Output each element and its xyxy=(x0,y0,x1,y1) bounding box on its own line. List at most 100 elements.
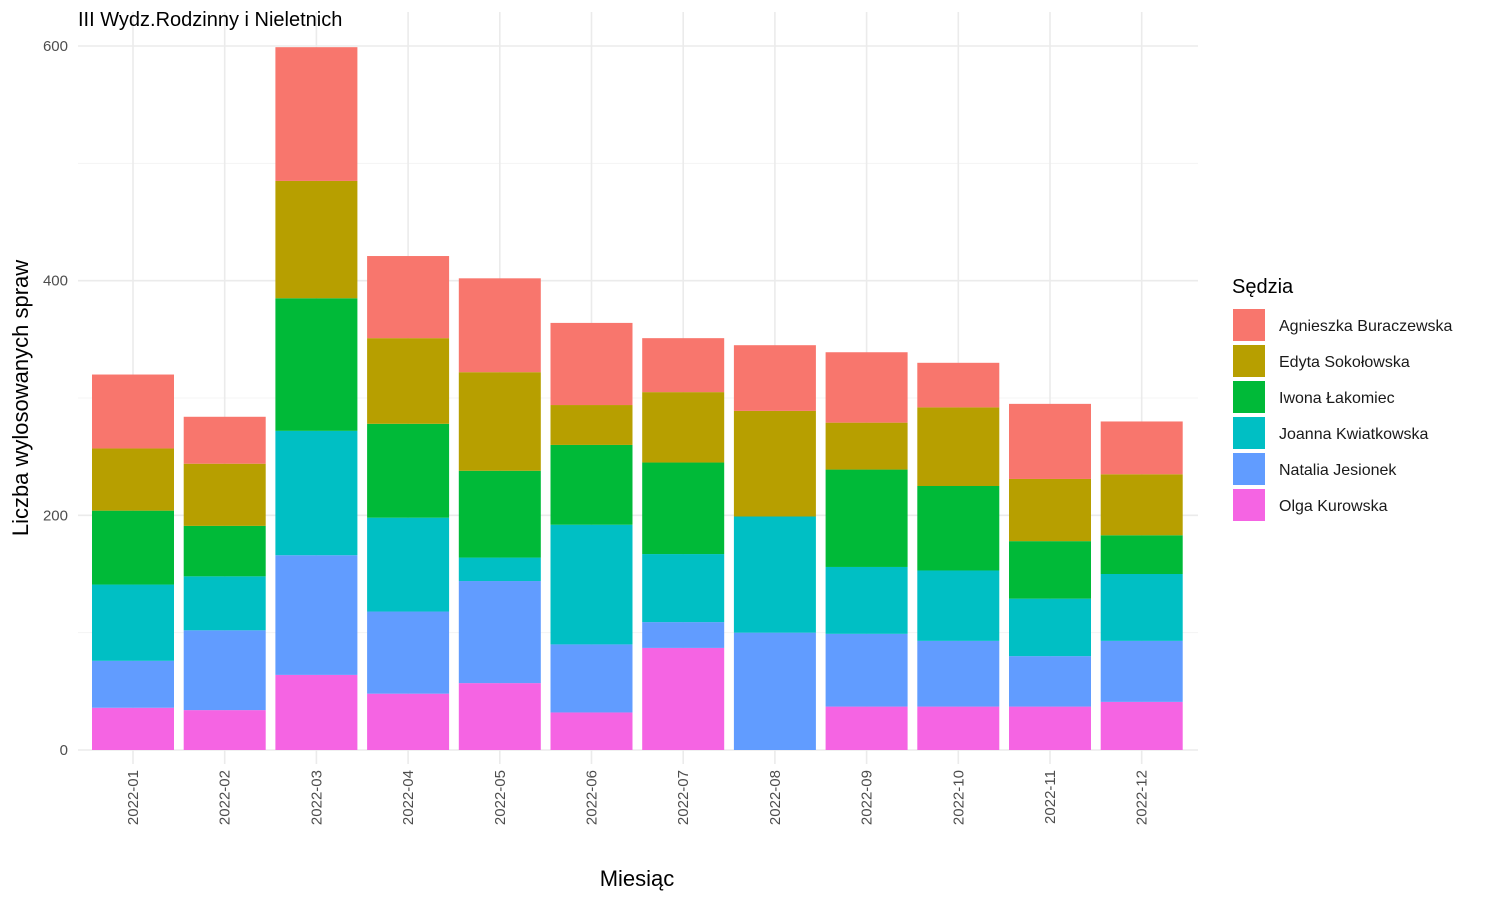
x-tick-label: 2022-07 xyxy=(675,770,692,825)
bar-segment xyxy=(917,570,1000,641)
bars xyxy=(92,47,1183,750)
bar-segment xyxy=(1009,706,1091,750)
legend-key xyxy=(1233,453,1265,485)
x-tick-label: 2022-02 xyxy=(217,770,234,825)
x-tick-label: 2022-12 xyxy=(1134,770,1151,825)
bar-segment xyxy=(733,410,816,517)
legend-title: Sędzia xyxy=(1232,276,1294,298)
bar-segment xyxy=(183,710,266,750)
bar-segment xyxy=(733,516,816,633)
bar-segment xyxy=(1009,656,1091,707)
bar-segment xyxy=(825,566,908,634)
y-axis-title: Liczba wylosowanych spraw xyxy=(8,260,33,536)
x-tick-label: 2022-01 xyxy=(125,770,142,825)
bar-segment xyxy=(642,462,725,555)
legend-key xyxy=(1233,381,1265,413)
bar-segment xyxy=(92,374,174,449)
legend-label: Olga Kurowska xyxy=(1279,498,1388,515)
bar-segment xyxy=(550,712,633,750)
legend-key xyxy=(1233,309,1265,341)
bar-segment xyxy=(733,345,816,411)
bar-segment xyxy=(917,640,1000,707)
bar-segment xyxy=(92,510,174,585)
x-tick-label: 2022-05 xyxy=(492,770,509,825)
legend-label: Joanna Kwiatkowska xyxy=(1279,426,1429,443)
bar-segment xyxy=(275,47,358,181)
bar-segment xyxy=(550,322,633,406)
bar-segment xyxy=(642,338,725,393)
y-tick-label: 0 xyxy=(60,742,68,759)
bar-segment xyxy=(550,524,633,645)
bar-segment xyxy=(733,632,816,750)
x-tick-label: 2022-03 xyxy=(308,770,325,825)
bar-segment xyxy=(92,707,174,750)
x-axis-ticks: 2022-01 2022-02 2022-03 2022-04 2022-05 2022-… xyxy=(125,770,1151,825)
x-tick-label: 2022-11 xyxy=(1042,770,1059,824)
x-axis-title: Miesiąc xyxy=(600,866,675,891)
bar-segment xyxy=(825,422,908,470)
bar-segment xyxy=(642,392,725,463)
bar-segment xyxy=(458,372,541,471)
legend-label: Iwona Łakomiec xyxy=(1279,390,1395,407)
bar-segment xyxy=(1009,541,1091,599)
bar-segment xyxy=(367,693,450,750)
bar-segment xyxy=(183,525,266,577)
bar-segment xyxy=(550,405,633,445)
bar-segment xyxy=(183,416,266,464)
x-tick-label: 2022-04 xyxy=(400,770,417,825)
y-tick-label: 200 xyxy=(43,507,68,524)
bar-segment xyxy=(275,430,358,556)
bar-segment xyxy=(1009,598,1091,657)
bar-segment xyxy=(458,470,541,558)
bar-segment xyxy=(367,338,450,424)
legend-label: Agnieszka Buraczewska xyxy=(1279,318,1453,335)
bar-segment xyxy=(367,423,450,518)
bar-segment xyxy=(1100,421,1183,475)
bar-segment xyxy=(550,444,633,525)
bar-segment xyxy=(917,706,1000,750)
y-tick-label: 600 xyxy=(43,38,68,55)
chart-title: III Wydz.Rodzinny i Nieletnich xyxy=(78,9,342,31)
bar-segment xyxy=(642,622,725,648)
bar-segment xyxy=(183,463,266,526)
bar-segment xyxy=(825,469,908,567)
bar-segment xyxy=(917,407,1000,486)
legend: Sędzia Agnieszka Buraczewska Edyta Sokoło… xyxy=(1232,276,1453,521)
bar-segment xyxy=(917,486,1000,571)
y-axis-ticks: 0 200 400 600 xyxy=(43,38,68,759)
bar-segment xyxy=(275,298,358,431)
bar-segment xyxy=(1100,640,1183,702)
bar-segment xyxy=(917,362,1000,408)
bar-segment xyxy=(642,554,725,623)
bar-segment xyxy=(1009,478,1091,542)
bar-segment xyxy=(458,683,541,750)
bar-segment xyxy=(550,644,633,713)
bar-segment xyxy=(642,647,725,750)
bar-segment xyxy=(458,557,541,582)
x-tick-label: 2022-09 xyxy=(859,770,876,825)
bar-segment xyxy=(183,630,266,711)
legend-key xyxy=(1233,417,1265,449)
bar-segment xyxy=(183,576,266,631)
bar-segment xyxy=(367,611,450,694)
bar-segment xyxy=(1100,474,1183,536)
bar-segment xyxy=(275,674,358,750)
bar-segment xyxy=(1100,574,1183,641)
bar-segment xyxy=(1100,701,1183,750)
bar-segment xyxy=(275,555,358,675)
x-tick-label: 2022-10 xyxy=(950,770,967,825)
y-tick-label: 400 xyxy=(43,273,68,290)
legend-key xyxy=(1233,345,1265,377)
bar-segment xyxy=(367,256,450,339)
x-tick-label: 2022-06 xyxy=(584,770,601,825)
legend-key xyxy=(1233,489,1265,521)
bar-segment xyxy=(825,706,908,750)
bar-segment xyxy=(92,584,174,661)
bar-segment xyxy=(458,278,541,373)
x-tick-label: 2022-08 xyxy=(767,770,784,825)
bar-segment xyxy=(92,660,174,708)
bar-segment xyxy=(1009,403,1091,479)
bar-segment xyxy=(367,517,450,612)
legend-label: Natalia Jesionek xyxy=(1279,462,1397,479)
